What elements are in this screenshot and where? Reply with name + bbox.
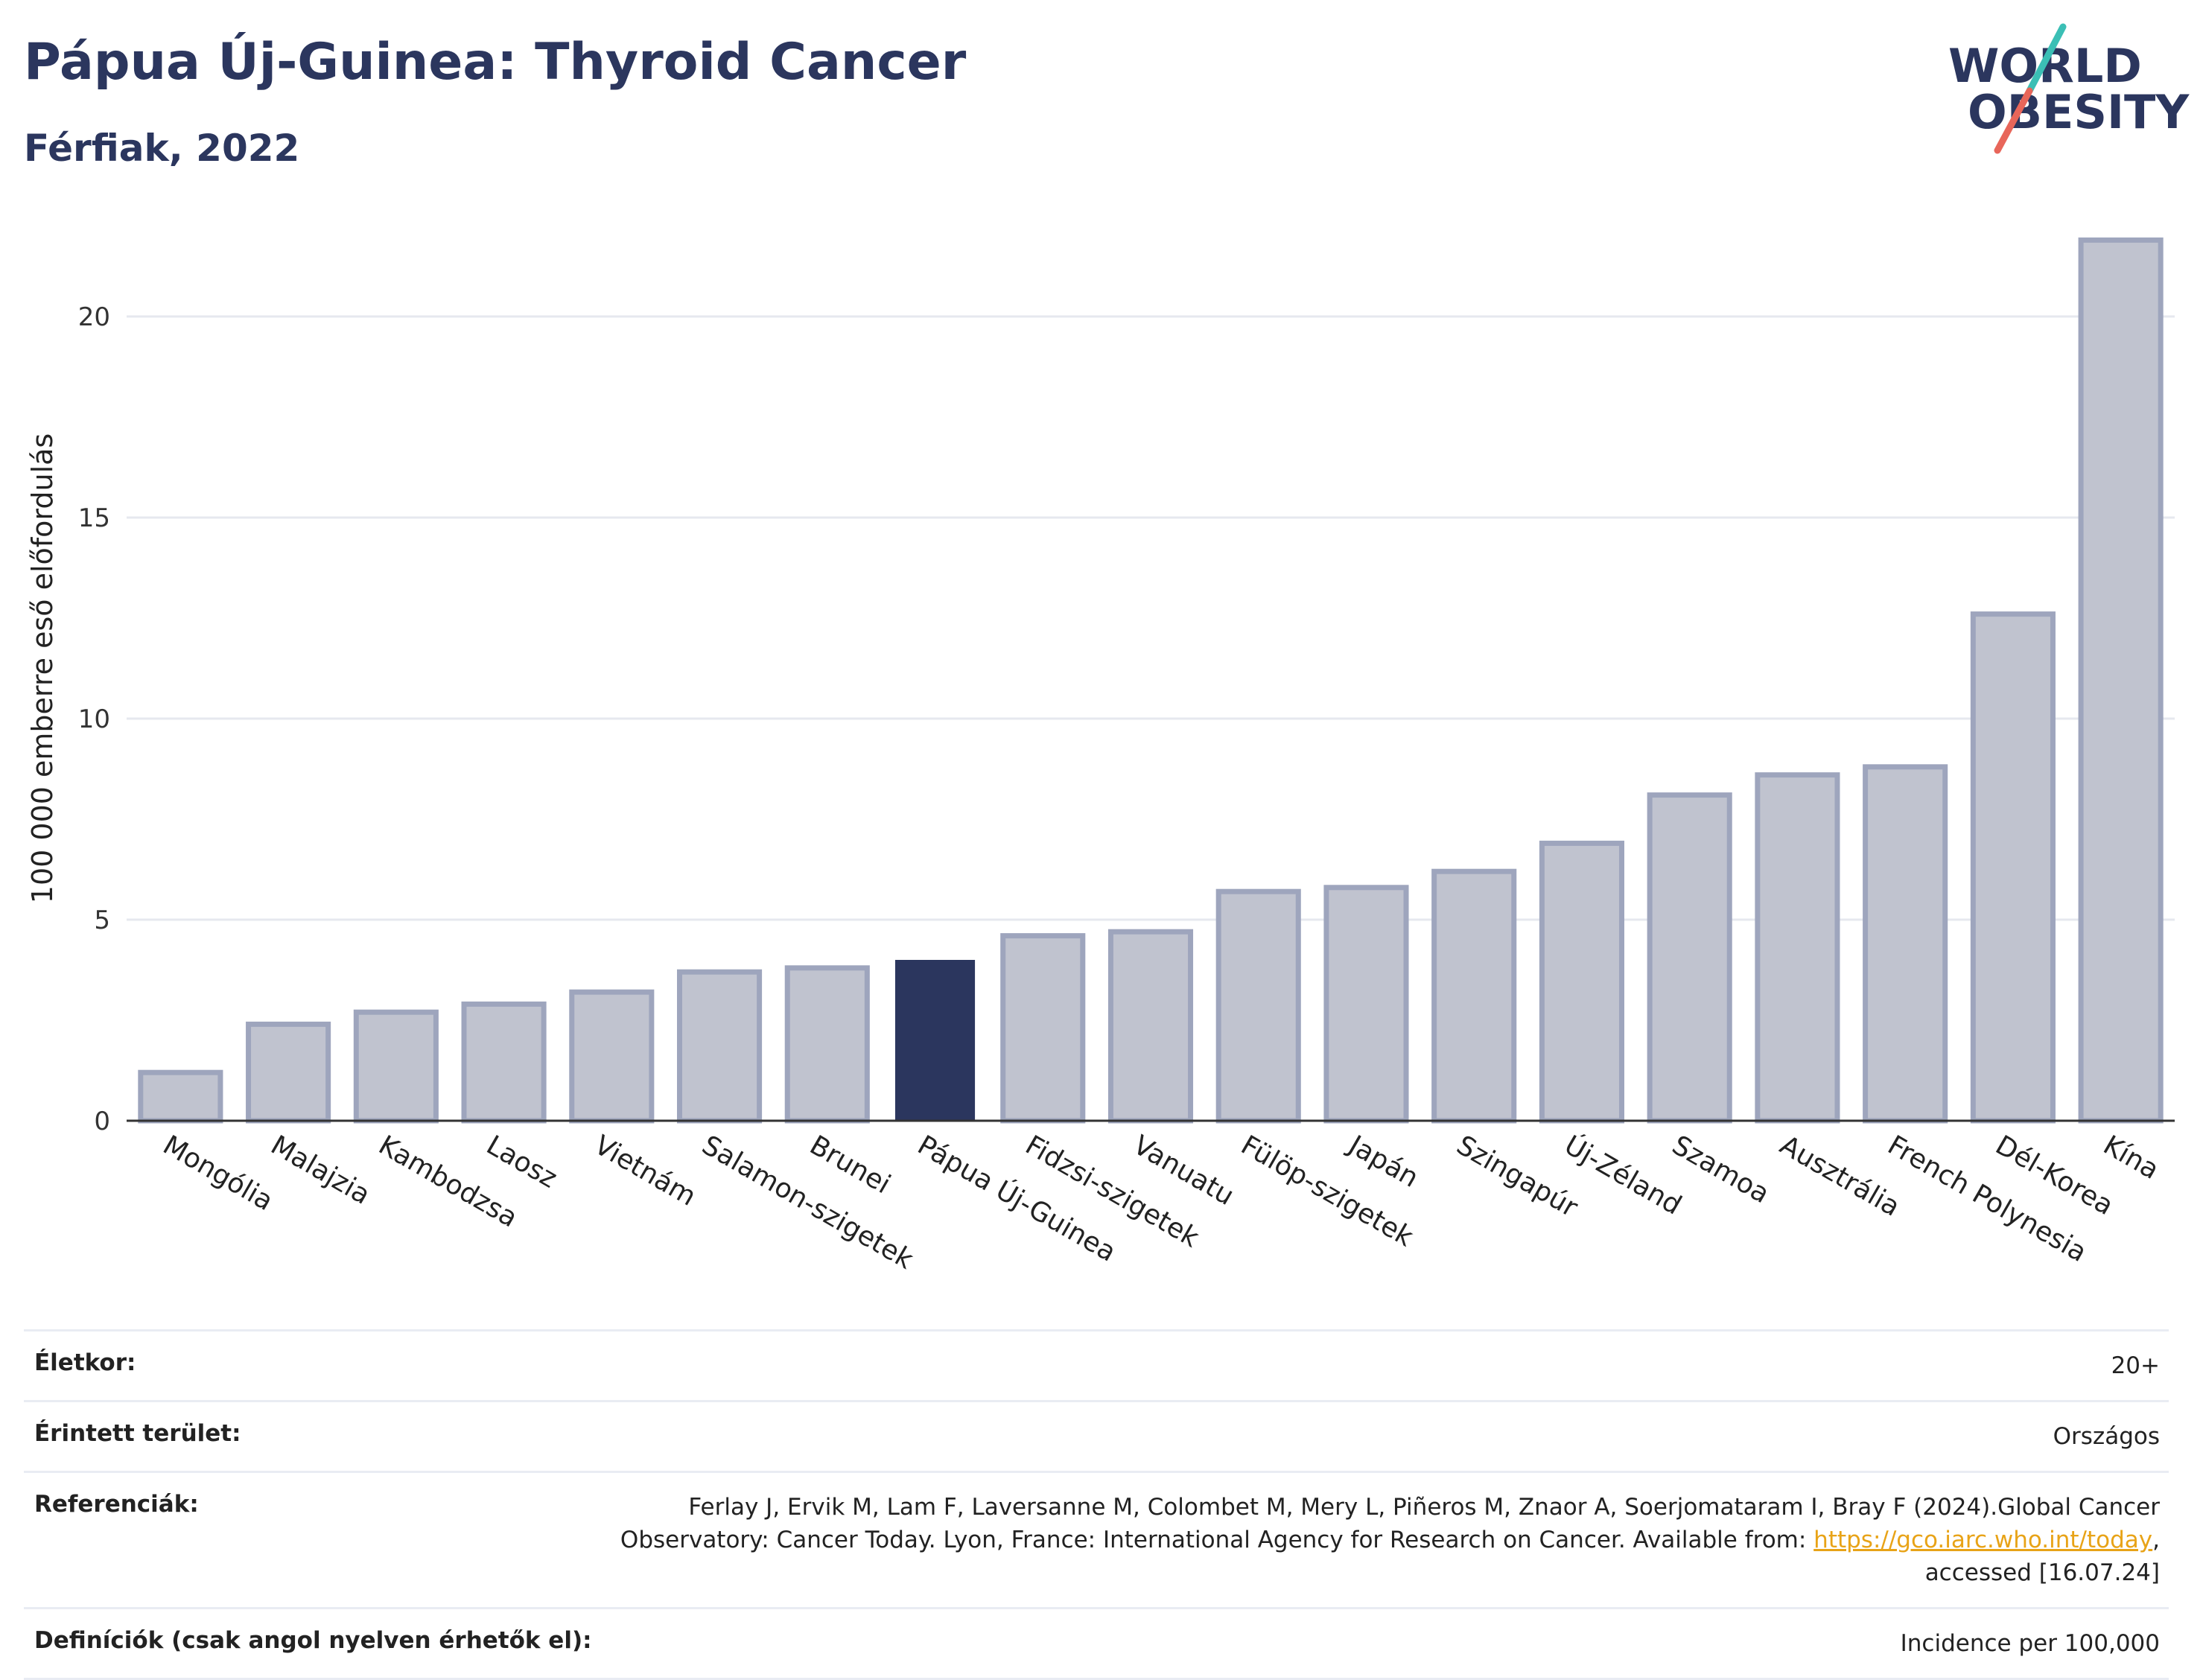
chart-title: Pápua Új-Guinea: Thyroid Cancer <box>24 33 967 92</box>
reference-accessed: , accessed [16.07.24] <box>1924 1527 2160 1586</box>
x-tick-label: Új-Zéland <box>1559 1129 1687 1221</box>
info-row-references: Referenciák: Ferlay J, Ervik M, Lam F, L… <box>24 1471 2169 1607</box>
bar <box>353 1009 439 1124</box>
chart-subtitle: Férfiak, 2022 <box>24 127 300 170</box>
bar-chart: 0 5 10 15 20 100 000 emberre eső előfordulás M… <box>26 237 2175 1276</box>
age-value: 20+ <box>2111 1352 2160 1379</box>
x-tick-label: Brunei <box>804 1130 895 1200</box>
age-label: Életkor: <box>34 1349 136 1376</box>
info-row-age: Életkor: 20+ <box>24 1329 2169 1400</box>
y-axis-label: 100 000 emberre eső előfordulás <box>26 433 59 903</box>
bar <box>784 965 870 1124</box>
bar <box>1000 933 1086 1124</box>
bar <box>1539 840 1625 1124</box>
info-row-definitions: Definíciók (csak angol nyelven érhetők e… <box>24 1607 2169 1680</box>
bar <box>1970 611 2056 1124</box>
definitions-label: Definíciók (csak angol nyelven érhetők e… <box>34 1627 592 1654</box>
bar <box>569 989 655 1124</box>
area-value: Országos <box>2053 1423 2160 1450</box>
x-tick-label: Ausztrália <box>1775 1130 1905 1223</box>
info-row-area: Érintett terület: Országos <box>24 1400 2169 1471</box>
bar <box>1323 885 1409 1124</box>
bar <box>2078 237 2164 1124</box>
reference-link[interactable]: https://gco.iarc.who.int/today <box>1813 1527 2153 1553</box>
bar <box>246 1021 331 1124</box>
x-tick-label: Japán <box>1342 1129 1423 1194</box>
area-label: Érintett terület: <box>34 1420 241 1447</box>
definitions-value: Incidence per 100,000 <box>1900 1630 2160 1657</box>
x-tick-label: Laosz <box>481 1130 562 1194</box>
bar <box>138 1069 223 1124</box>
logo-slash-bottom <box>1994 87 2033 154</box>
info-table: Életkor: 20+ Érintett terület: Országos … <box>24 1329 2169 1680</box>
y-tick-label: 10 <box>78 704 110 734</box>
bar <box>677 969 763 1124</box>
bar <box>894 960 976 1121</box>
bar <box>1215 888 1301 1124</box>
bar <box>1647 792 1732 1124</box>
world-obesity-logo: WORLD OBESITY <box>1944 22 2190 156</box>
y-tick-label: 15 <box>78 503 110 533</box>
x-tick-label: Kína <box>2098 1130 2164 1186</box>
y-tick-label: 20 <box>78 302 110 332</box>
bar <box>461 1001 547 1124</box>
logo-slash-top <box>2026 23 2067 95</box>
bar <box>1107 929 1194 1124</box>
bar <box>1755 772 1840 1124</box>
logo-slash-icon <box>1994 23 2067 154</box>
bar <box>1863 764 1948 1124</box>
references-value: Ferlay J, Ervik M, Lam F, Laversanne M, … <box>611 1491 2160 1589</box>
x-tick-label: Pápua Új-Guinea <box>912 1129 1122 1267</box>
bar <box>1431 868 1517 1124</box>
x-tick-label: Malajzia <box>266 1130 375 1211</box>
y-tick-label: 5 <box>94 906 110 935</box>
x-tick-label: Vietnám <box>589 1130 701 1212</box>
x-tick-label: Mongólia <box>158 1130 279 1217</box>
x-tick-label: French Polynesia <box>1883 1130 2092 1268</box>
y-tick-label: 0 <box>94 1107 110 1136</box>
x-tick-label: Szingapúr <box>1452 1130 1583 1224</box>
references-label: Referenciák: <box>34 1491 199 1518</box>
reference-text: Ferlay J, Ervik M, Lam F, Laversanne M, … <box>620 1494 2160 1553</box>
